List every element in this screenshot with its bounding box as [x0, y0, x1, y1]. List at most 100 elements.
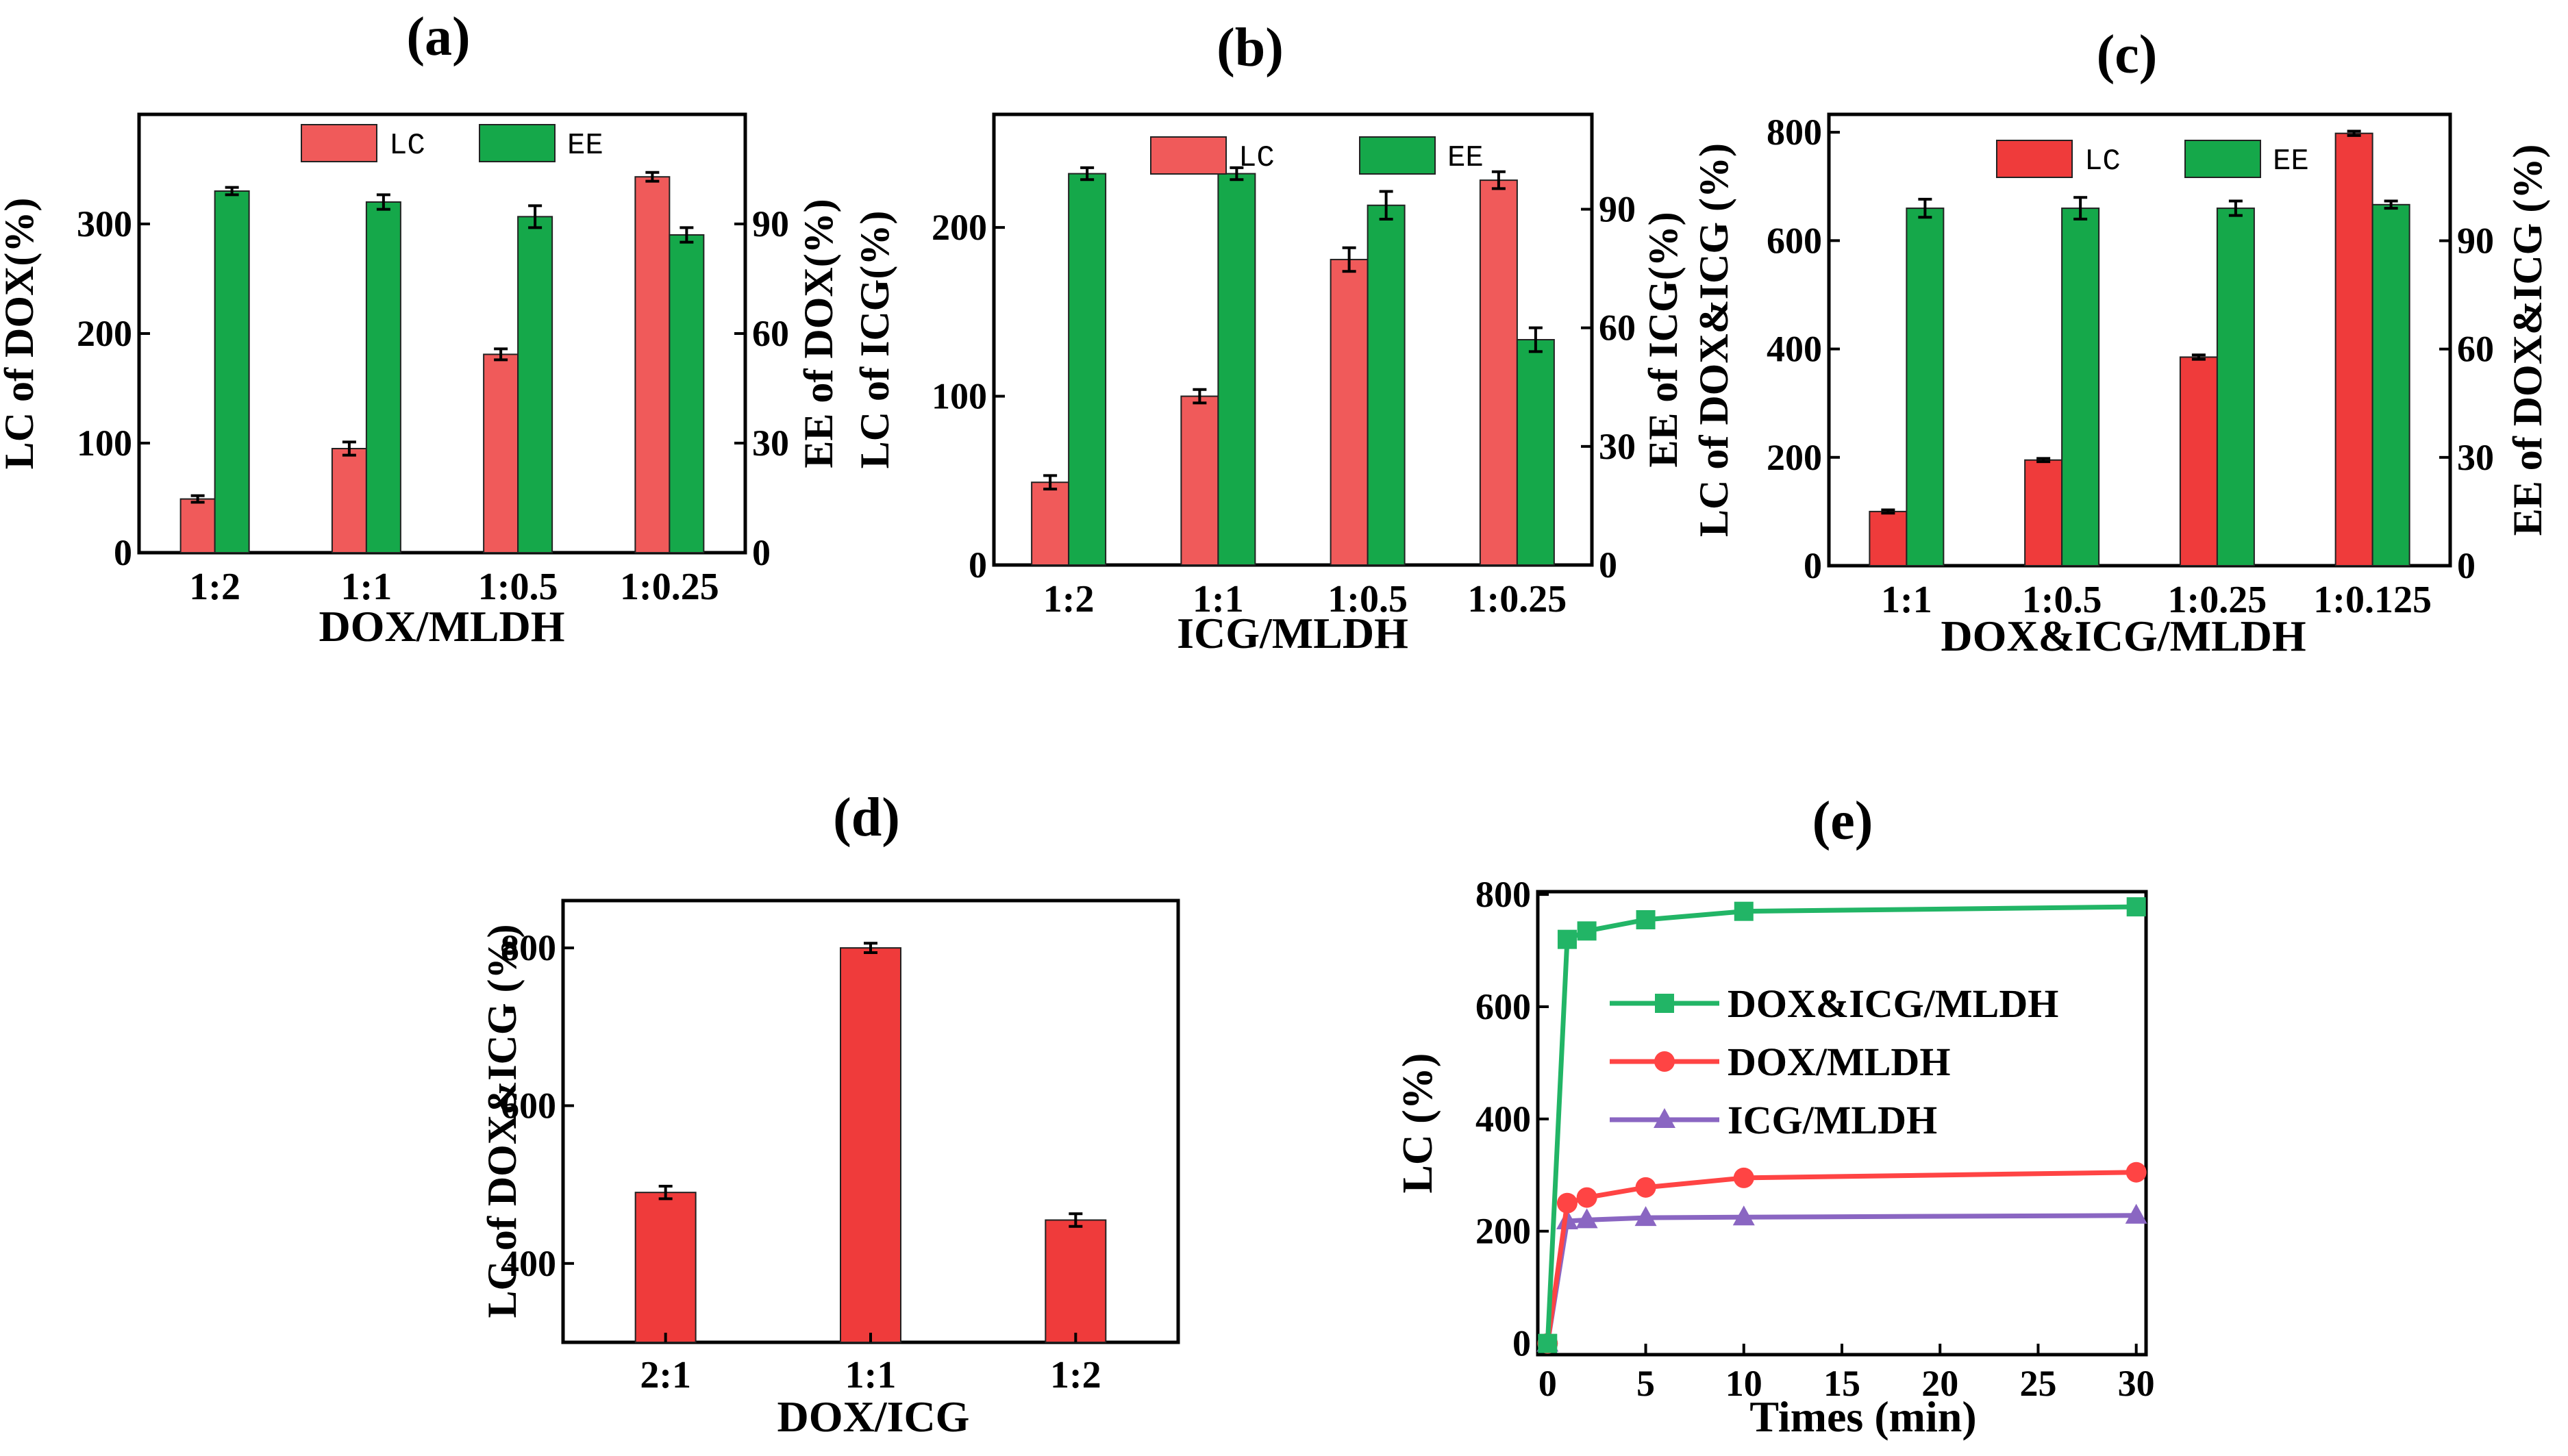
- y-tick-label: 100: [77, 423, 132, 464]
- x-tick-label: 1:2: [189, 566, 240, 608]
- errorbar-lc-1:2: [1043, 474, 1058, 491]
- errorbar-lc-1:0.5: [494, 347, 508, 362]
- y2-tick-label: 90: [2457, 221, 2494, 262]
- data-point: [1575, 1208, 1598, 1229]
- errorbar-ee-1:0.5: [528, 204, 543, 229]
- y2-tick-label: 0: [1599, 544, 1617, 586]
- legend-label: DOX/MLDH: [1728, 1040, 1950, 1084]
- errorbar-ee-1:0.25: [680, 226, 694, 244]
- bar-ee-1:0.5: [517, 216, 553, 553]
- errorbar-lc-1:2: [1069, 1212, 1083, 1228]
- y-tick-label: 0: [969, 544, 987, 586]
- errorbar-ee-1:1: [1918, 197, 1932, 219]
- bar-lc-1:0.25: [1479, 179, 1518, 566]
- y-axis-title: LC (%): [1395, 1053, 1441, 1194]
- legend-swatch-lc: [1996, 140, 2073, 178]
- errorbar-ee-1:1: [1230, 166, 1244, 181]
- bar-ee-1:0.125: [2371, 203, 2410, 566]
- x-tick-label: 20: [1921, 1363, 1958, 1404]
- bar-ee-1:1: [1906, 208, 1945, 566]
- y2-tick-label: 60: [752, 313, 789, 354]
- y2-tick-label: 60: [2457, 329, 2494, 370]
- x-tick-label: 1:0.5: [478, 566, 558, 608]
- x-axis-title: DOX&ICG/MLDH: [1941, 612, 2306, 660]
- bar-lc-1:1: [1180, 395, 1219, 566]
- errorbar-lc-1:1: [1881, 508, 1895, 515]
- panel-d: (d) 400 600 800 2:1 1:1 1:2 DOX/ICG LC of DOX&IC…: [479, 788, 1180, 1441]
- x-tick-label: 1:1: [1881, 579, 1932, 621]
- legend-swatch-ee: [1359, 136, 1436, 175]
- y-tick-label: 400: [501, 1243, 556, 1284]
- y-tick-label: 200: [77, 313, 132, 354]
- errorbar-lc-1:0.125: [2347, 129, 2361, 137]
- legend-entry-DOX&ICG/MLDH: DOX&ICG/MLDH: [1610, 981, 2058, 1026]
- x-tick-label: 15: [1823, 1363, 1860, 1404]
- y-tick-label: 100: [932, 376, 987, 417]
- y-tick-label: 600: [1767, 220, 1822, 261]
- y2-tick-label: 30: [752, 423, 789, 464]
- bar-ee-1:0.5: [2061, 208, 2100, 566]
- panel-b: (b) 0 100 200 0 30 60 90 1:2 1:1 1:0.5 1:0.25 LC EE IC…: [852, 18, 1686, 657]
- bar-ee-1:0.25: [669, 234, 705, 553]
- series-ICG/MLDH: [1536, 1203, 2147, 1352]
- legend-label-ee: EE: [567, 129, 603, 163]
- x-tick-label: 1:0.25: [1468, 578, 1567, 620]
- x-tick-label: 1:0.25: [620, 566, 719, 608]
- bar-lc-1:1: [1869, 510, 1908, 567]
- x-tick-label: 5: [1636, 1363, 1655, 1404]
- y2-tick-label: 90: [752, 203, 789, 244]
- bar-lc-1:2: [1045, 1219, 1107, 1344]
- bar-ee-1:1: [1217, 173, 1256, 566]
- x-tick-label: 1:1: [845, 1354, 897, 1396]
- data-point: [1732, 1205, 1755, 1226]
- data-point: [1576, 1187, 1597, 1208]
- data-point: [1634, 1206, 1657, 1227]
- x-tick-label: 1:2: [1043, 578, 1095, 620]
- errorbar-ee-1:2: [225, 186, 239, 197]
- errorbar-lc-1:2: [190, 494, 205, 504]
- x-tick-label: 1:2: [1050, 1354, 1101, 1396]
- errorbar-ee-1:0.5: [2073, 196, 2088, 221]
- bar-ee-1:0.5: [1367, 204, 1406, 566]
- bar-lc-1:1: [331, 448, 367, 553]
- panel-label: (e): [1812, 791, 1873, 851]
- legend-label-lc: LC: [2084, 145, 2121, 179]
- x-axis-title: Times (min): [1749, 1392, 1976, 1441]
- legend-swatch-ee: [479, 124, 556, 162]
- data-point: [1557, 929, 1577, 949]
- y2-tick-label: 0: [2457, 545, 2476, 586]
- x-axis-title: DOX/MLDH: [319, 602, 564, 651]
- legend-swatch-lc: [301, 124, 377, 162]
- x-tick-label: 1:0.5: [2022, 579, 2102, 621]
- errorbar-lc-1:1: [1193, 388, 1207, 405]
- y-tick-label: 600: [1475, 986, 1531, 1027]
- y-tick-label: 0: [1804, 545, 1822, 586]
- x-tick-label: 0: [1538, 1363, 1557, 1404]
- bar-lc-1:2: [179, 498, 216, 553]
- y2-tick-label: 90: [1599, 189, 1636, 230]
- bar-lc-1:0.5: [2024, 459, 2063, 566]
- bar-lc-1:0.25: [634, 176, 671, 553]
- y-tick-label: 0: [114, 532, 132, 573]
- legend-entry-ICG/MLDH: ICG/MLDH: [1610, 1098, 1937, 1142]
- legend-label: DOX&ICG/MLDH: [1728, 981, 2058, 1026]
- y-tick-label: 800: [1475, 874, 1531, 915]
- x-tick-label: 1:1: [1193, 578, 1244, 620]
- bar-lc-1:0.25: [2179, 356, 2218, 566]
- y2-tick-label: 60: [1599, 307, 1636, 349]
- data-point: [1733, 1167, 1754, 1188]
- y2-tick-label: 30: [2457, 437, 2494, 478]
- bar-lc-1:0.5: [1330, 258, 1369, 566]
- bar-lc-1:0.125: [2334, 132, 2373, 566]
- y2-axis-title: EE of DOX&ICG (%): [2505, 145, 2550, 536]
- bar-lc-1:0.5: [483, 353, 519, 554]
- legend-marker: [1654, 1108, 1675, 1128]
- y-axis-title: LC of DOX&ICG (%): [479, 925, 525, 1318]
- x-tick-label: 10: [1725, 1363, 1762, 1404]
- legend-swatch-ee: [2184, 140, 2261, 178]
- errorbar-lc-1:1: [342, 440, 356, 457]
- series-line: [1545, 904, 2136, 1344]
- errorbar-lc-1:0.25: [2191, 353, 2206, 361]
- errorbar-ee-1:0.5: [1379, 190, 1393, 221]
